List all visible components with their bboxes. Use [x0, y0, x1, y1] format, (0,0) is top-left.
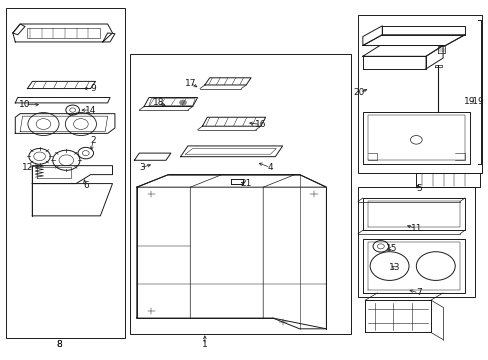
Text: 6: 6 [83, 181, 88, 190]
Text: 12: 12 [21, 163, 33, 172]
Bar [27, 28, 100, 39]
Bar [357, 187, 474, 297]
Text: 8: 8 [56, 341, 62, 350]
Text: -19: -19 [469, 96, 484, 105]
Text: 16: 16 [255, 120, 266, 129]
Text: 21: 21 [240, 179, 251, 188]
Circle shape [179, 100, 186, 105]
Text: 20: 20 [353, 87, 365, 96]
Text: 11: 11 [410, 224, 421, 233]
Text: 18: 18 [153, 98, 164, 107]
Text: 14: 14 [85, 105, 96, 114]
Text: 17: 17 [184, 79, 196, 88]
Text: 10: 10 [19, 100, 31, 109]
Text: 2: 2 [90, 136, 96, 145]
Text: 9: 9 [90, 84, 96, 93]
Bar [5, 8, 124, 338]
Bar [357, 15, 481, 173]
Text: 15: 15 [386, 244, 397, 253]
Text: 3: 3 [139, 163, 144, 172]
Text: 1: 1 [202, 341, 207, 350]
Text: 4: 4 [267, 163, 273, 172]
Text: 13: 13 [388, 264, 399, 273]
Bar [129, 54, 350, 334]
Text: 5: 5 [415, 184, 421, 193]
Text: 19: 19 [463, 96, 475, 105]
Text: 7: 7 [415, 288, 421, 297]
Text: 8: 8 [56, 341, 62, 350]
